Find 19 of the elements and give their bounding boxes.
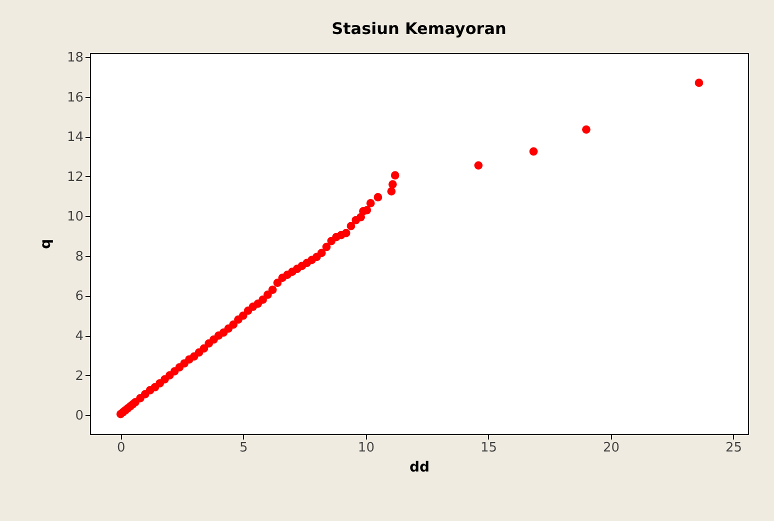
y-tick-label: 2 (75, 368, 84, 384)
x-tick-label: 0 (116, 440, 126, 456)
y-tick-label: 0 (75, 408, 84, 424)
y-tick-label: 6 (75, 289, 84, 304)
x-axis-title: dd (409, 460, 430, 476)
x-tick-label: 5 (240, 440, 248, 456)
y-tick-label: 12 (66, 170, 84, 185)
chart-title: Stasiun Kemayoran (332, 18, 506, 38)
y-tick-label: 18 (66, 50, 84, 66)
x-tick-label: 25 (726, 440, 742, 456)
y-tick-label: 4 (75, 329, 84, 344)
y-axis-title: q (38, 238, 54, 250)
y-tick-label: 8 (75, 249, 84, 264)
y-tick-label: 10 (66, 210, 84, 225)
x-tick-label: 10 (358, 440, 374, 456)
x-tick-label: 15 (480, 440, 498, 456)
y-tick-label: 14 (66, 130, 84, 146)
y-tick-label: 16 (66, 90, 84, 106)
x-tick-label: 20 (602, 440, 620, 456)
